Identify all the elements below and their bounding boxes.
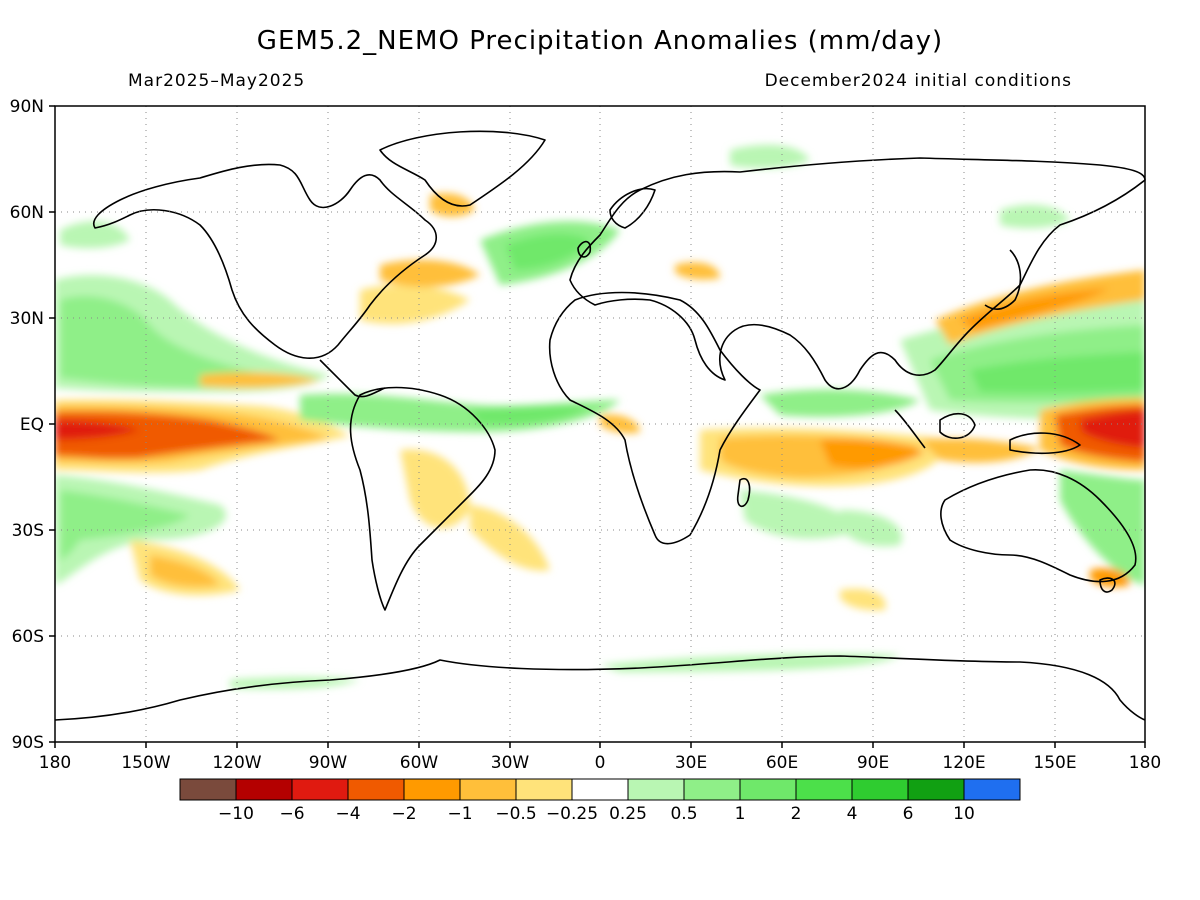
coast-antarctica xyxy=(54,655,1146,721)
legend-swatch xyxy=(235,778,293,801)
lon-label: 30W xyxy=(491,753,530,773)
lat-label: 90N xyxy=(10,97,44,117)
coast-north-america xyxy=(93,163,438,359)
legend-swatch xyxy=(851,778,909,801)
legend-swatch xyxy=(739,778,797,801)
coast-eurasia xyxy=(569,157,1146,390)
lat-label: EQ xyxy=(20,415,44,435)
legend-label: 0.5 xyxy=(670,804,697,824)
lon-label: 0 xyxy=(595,753,606,773)
legend-swatch xyxy=(907,778,965,801)
lon-label: 30E xyxy=(675,753,707,773)
coast-madagascar xyxy=(736,478,751,508)
legend-label: 2 xyxy=(791,804,802,824)
legend-label: −0.25 xyxy=(546,804,598,824)
coast-greenland xyxy=(379,130,546,207)
legend-swatch xyxy=(795,778,853,801)
lon-label: 120E xyxy=(942,753,985,773)
legend-swatch xyxy=(627,778,685,801)
coast-central-america xyxy=(319,359,386,398)
lat-label: 30S xyxy=(12,521,44,541)
lon-label: 90W xyxy=(309,753,348,773)
forecast-period: Mar2025–May2025 xyxy=(128,71,306,91)
legend-label: 0.25 xyxy=(609,804,647,824)
lon-label: 120W xyxy=(212,753,261,773)
graticule xyxy=(55,106,1145,742)
legend-swatch xyxy=(347,778,405,801)
legend-swatch xyxy=(515,778,573,801)
coastlines xyxy=(54,130,1146,721)
legend-label: 1 xyxy=(735,804,746,824)
legend-label: 6 xyxy=(903,804,914,824)
lon-label: 180 xyxy=(39,753,71,773)
lon-label: 90E xyxy=(857,753,889,773)
legend-label: −2 xyxy=(391,804,416,824)
legend-label: −6 xyxy=(279,804,304,824)
longitude-labels: 180 150W 120W 90W 60W 30W 0 30E 60E 90E … xyxy=(39,753,1161,773)
lon-label: 150E xyxy=(1033,753,1076,773)
legend-swatch xyxy=(683,778,741,801)
lat-label: 30N xyxy=(10,309,44,329)
coast-sumatra xyxy=(894,409,926,449)
legend-label: −1 xyxy=(447,804,472,824)
legend-label: −10 xyxy=(218,804,254,824)
legend-swatch xyxy=(179,778,237,801)
lat-label: 60S xyxy=(12,627,44,647)
coast-new-guinea xyxy=(1009,432,1081,455)
coast-australia xyxy=(940,469,1137,583)
lon-label: 150W xyxy=(121,753,170,773)
lat-label: 90S xyxy=(12,733,44,753)
latitude-labels: 90N 60N 30N EQ 30S 60S 90S xyxy=(10,97,44,753)
legend-label: 10 xyxy=(953,804,975,824)
lon-label: 60E xyxy=(766,753,798,773)
legend-label: 4 xyxy=(847,804,858,824)
map-title: GEM5.2_NEMO Precipitation Anomalies (mm/… xyxy=(256,26,944,56)
legend-swatch xyxy=(571,778,629,801)
coast-africa xyxy=(548,291,761,545)
color-legend xyxy=(179,778,1021,801)
coast-borneo xyxy=(939,412,976,439)
coast-south-america xyxy=(349,386,496,611)
coast-japan xyxy=(984,249,1022,310)
legend-swatch xyxy=(459,778,517,801)
lon-label: 180 xyxy=(1129,753,1161,773)
initial-conditions: December2024 initial conditions xyxy=(764,71,1072,91)
coast-new-zealand xyxy=(1099,577,1116,593)
lon-label: 60W xyxy=(400,753,439,773)
coast-british-isles xyxy=(577,240,592,258)
axis-ticks xyxy=(49,105,1146,748)
legend-label: −4 xyxy=(335,804,360,824)
legend-labels: −10 −6 −4 −2 −1 −0.5 −0.25 0.25 0.5 1 2 … xyxy=(218,804,975,824)
legend-label: −0.5 xyxy=(495,804,536,824)
legend-swatch xyxy=(291,778,349,801)
anomaly-field xyxy=(55,144,1145,690)
legend-swatch xyxy=(403,778,461,801)
legend-swatch xyxy=(963,778,1021,801)
lat-label: 60N xyxy=(10,203,44,223)
